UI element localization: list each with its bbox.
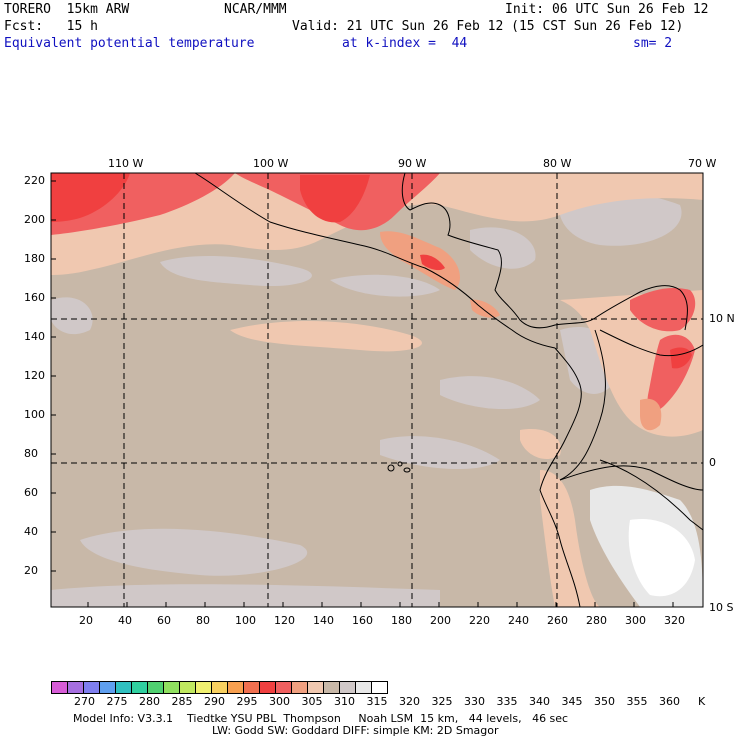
colorbar-swatch	[291, 681, 308, 694]
level-label: at k-index = 44	[342, 36, 468, 51]
colorbar-swatch	[195, 681, 212, 694]
colorbar-swatch	[323, 681, 340, 694]
colorbar-label: 340	[529, 695, 550, 708]
colorbar-label: 345	[561, 695, 583, 708]
lat-label: 10 N	[709, 312, 735, 325]
colorbar-swatch	[371, 681, 388, 694]
x-tick-label: 240	[508, 614, 529, 627]
x-tick-label: 180	[391, 614, 412, 627]
colorbar-label: 355	[626, 695, 648, 708]
colorbar-label: 285	[171, 695, 193, 708]
x-tick-label: 40	[118, 614, 132, 627]
colorbar-label: 330	[464, 695, 485, 708]
y-axis-ticks	[51, 180, 56, 572]
map-field	[51, 173, 703, 607]
x-tick-label: 140	[313, 614, 334, 627]
colorbar-swatch	[211, 681, 228, 694]
colorbar-label: 335	[496, 695, 518, 708]
colorbar-swatch	[227, 681, 244, 694]
y-tick-label: 200	[24, 213, 45, 226]
colorbar-label: 320	[399, 695, 420, 708]
lon-label: 90 W	[398, 157, 427, 170]
colorbar-label: 350	[594, 695, 615, 708]
colorbar-label: 280	[139, 695, 160, 708]
colorbar-label: 310	[334, 695, 355, 708]
colorbar-swatch	[67, 681, 84, 694]
colorbar-label: 360	[659, 695, 680, 708]
y-tick-label: 60	[24, 486, 38, 499]
coastlines	[194, 173, 703, 607]
map-frame	[50, 172, 704, 608]
colorbar-swatch	[99, 681, 116, 694]
lon-label: 110 W	[108, 157, 144, 170]
colorbar-label: 275	[106, 695, 128, 708]
y-tick-label: 160	[24, 291, 45, 304]
colorbar-label: 290	[204, 695, 225, 708]
colorbar	[51, 681, 388, 694]
x-tick-label: 200	[430, 614, 451, 627]
y-tick-label: 120	[24, 369, 45, 382]
y-tick-label: 80	[24, 447, 38, 460]
y-tick-label: 220	[24, 174, 45, 187]
lon-label: 70 W	[688, 157, 717, 170]
colorbar-swatch	[147, 681, 164, 694]
colorbar-swatch	[83, 681, 100, 694]
y-tick-label: 180	[24, 252, 45, 265]
y-tick-label: 140	[24, 330, 45, 343]
x-tick-label: 280	[586, 614, 607, 627]
y-tick-label: 20	[24, 564, 38, 577]
colorbar-swatch	[355, 681, 372, 694]
x-tick-label: 20	[79, 614, 93, 627]
center-label: NCAR/MMM	[224, 2, 287, 17]
colorbar-label: 305	[301, 695, 323, 708]
colorbar-unit: K	[698, 695, 706, 708]
x-tick-label: 60	[157, 614, 171, 627]
model-title: TORERO 15km ARW	[4, 2, 130, 17]
x-tick-label: 320	[664, 614, 685, 627]
x-tick-label: 160	[352, 614, 373, 627]
colorbar-swatch	[115, 681, 132, 694]
colorbar-swatch	[179, 681, 196, 694]
y-tick-label: 40	[24, 525, 38, 538]
lat-label: 10 S	[709, 601, 734, 614]
colorbar-swatch	[275, 681, 292, 694]
x-tick-label: 260	[547, 614, 568, 627]
colorbar-swatch	[163, 681, 180, 694]
x-tick-label: 220	[469, 614, 490, 627]
colorbar-label: 295	[236, 695, 258, 708]
colorbar-swatch	[339, 681, 356, 694]
x-tick-label: 100	[235, 614, 256, 627]
colorbar-label: 300	[269, 695, 290, 708]
physics-info: LW: Godd SW: Goddard DIFF: simple KM: 2D…	[212, 724, 499, 737]
smoothing-label: sm= 2	[633, 36, 673, 51]
colorbar-swatch	[243, 681, 260, 694]
colorbar-swatch	[307, 681, 324, 694]
lon-label: 100 W	[253, 157, 289, 170]
colorbar-swatch	[51, 681, 68, 694]
graticule	[51, 173, 703, 607]
colorbar-label: 325	[431, 695, 453, 708]
colorbar-swatch	[259, 681, 276, 694]
y-tick-label: 100	[24, 408, 45, 421]
x-tick-label: 120	[274, 614, 295, 627]
model-info: Model Info: V3.3.1 Tiedtke YSU PBL Thomp…	[73, 712, 569, 725]
x-axis-ticks	[87, 602, 674, 607]
x-tick-label: 80	[196, 614, 210, 627]
colorbar-label: 270	[74, 695, 95, 708]
lat-label: 0	[709, 456, 716, 469]
lon-label: 80 W	[543, 157, 572, 170]
colorbar-label: 315	[366, 695, 388, 708]
field-name: Equivalent potential temperature	[4, 36, 255, 51]
x-tick-label: 300	[625, 614, 646, 627]
init-time: Init: 06 UTC Sun 26 Feb 12	[505, 2, 709, 17]
valid-time: Valid: 21 UTC Sun 26 Feb 12 (15 CST Sun …	[292, 19, 684, 34]
forecast-hour: Fcst: 15 h	[4, 19, 98, 34]
colorbar-swatch	[131, 681, 148, 694]
